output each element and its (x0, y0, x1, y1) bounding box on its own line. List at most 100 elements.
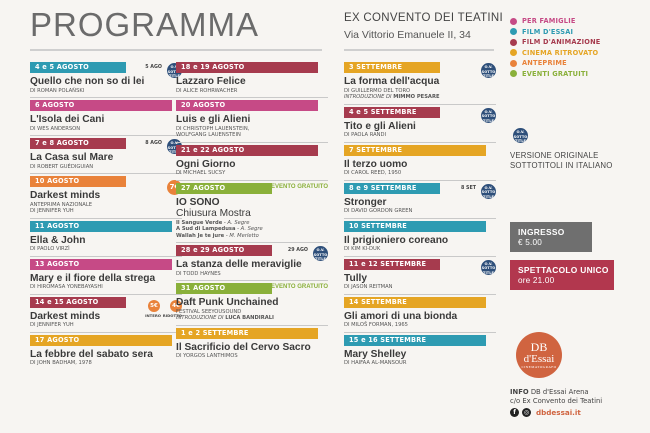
website-link[interactable]: dbdessai.it (536, 408, 581, 417)
program-entry: 4 e 5 AGOSTO 5 AGO O.V. SOTTO TITLE Quello ch… (30, 62, 182, 98)
date-band: 18 e 19 AGOSTO (176, 62, 318, 73)
film-title: Darkest minds (30, 190, 101, 201)
info-line-1: INFO DB d'Essai Arena (510, 388, 589, 396)
film-title: La febbre del sabato sera (30, 348, 153, 360)
program-entry: 28 e 29 AGOSTO 29 AGO O.V. SOTTO TITLE La sta… (176, 245, 328, 281)
date-band: 10 AGOSTO (30, 176, 127, 187)
date-band: 11 AGOSTO (30, 220, 172, 232)
film-director: DI ROMAN POLAŃSKI (30, 87, 85, 94)
legend-dot (510, 17, 517, 25)
date-band: 14 SETTEMBRE (344, 296, 486, 308)
legend-label: FILM D'ANIMAZIONE (522, 38, 601, 47)
instagram-icon[interactable]: ◎ (522, 408, 531, 417)
program-entry: 17 AGOSTO La febbre del sabato sera DI JOH… (30, 334, 182, 367)
program-entry: 14 e 15 AGOSTO 5€ 4€ INTERO RIDOTTO Darkest m… (30, 296, 182, 333)
program-entry: 20 AGOSTO Luis e gli Alieni DI CHRISTOPH L… (176, 100, 328, 143)
date-band: 11 e 12 SETTEMBRE (344, 258, 441, 270)
original-version-note: VERSIONE ORIGINALE SOTTOTITOLI IN ITALIA… (510, 151, 613, 171)
venue-name: EX CONVENTO DEI TEATINI (344, 12, 503, 24)
legend-item: PER FAMIGLIE (510, 16, 601, 27)
film-director: DI WES ANDERSON (30, 125, 81, 132)
single-show-date: 29 AGO (287, 248, 308, 253)
program-entry: 1 e 2 SETTEMBRE Il Sacrificio del Cervo S… (176, 327, 328, 360)
entry-divider (30, 97, 182, 98)
film-director: DI YORGOS LANTHIMOS (176, 353, 238, 359)
date-band: 4 e 5 AGOSTO (30, 62, 127, 73)
date-band: 7 e 8 AGOSTO (30, 138, 127, 149)
entry-divider (344, 103, 496, 105)
program-entry: 6 AGOSTO L'Isola dei Cani DI WES ANDERSON (30, 100, 182, 136)
date-band: 17 AGOSTO (30, 334, 172, 346)
entry-divider (344, 179, 496, 181)
vo-line-2: SOTTOTITOLI IN ITALIANO (510, 161, 613, 170)
entry-divider (30, 293, 182, 295)
legend-label: FILM D'ESSAI (522, 27, 574, 36)
film-director: DI KIM KI-DUK (344, 246, 381, 252)
program-entry: 7 SETTEMBRE Il terzo uomo DI CAROL REED, 1… (344, 144, 496, 181)
single-show-date: 8 SET (460, 185, 476, 191)
entry-divider (344, 141, 496, 143)
film-director: DI DAVID GORDON GREEN (344, 208, 413, 214)
entry-divider (344, 293, 496, 295)
entry-divider (30, 217, 182, 219)
film-director: DI PAOLO VIRZÌ (30, 246, 70, 252)
film-title: Stronger (344, 196, 387, 208)
venue-divider (344, 49, 494, 51)
introduction-note: INTRODUZIONE DI MIMMO PESARE (344, 94, 440, 100)
film-director: ANTEPRIMA NAZIONALE (30, 201, 93, 208)
legend-item: CINEMA RITROVATO (510, 48, 601, 59)
film-title: La stanza delle meraviglie (176, 259, 302, 270)
program-entry: 10 AGOSTO 7€ Darkest minds ANTEPRIMA NAZION… (30, 176, 182, 219)
original-version-badge: O.V. SOTTO TITLE (481, 107, 496, 123)
film-director: DI JOHN BADHAM, 1978 (30, 360, 92, 366)
program-column-3: 3 SETTEMBRE O.V. SOTTO TITLE La forma dell'a… (344, 62, 496, 367)
legend-item: FILM D'ANIMAZIONE (510, 37, 601, 48)
legend-dot (510, 28, 517, 36)
film-title: Luis e gli Alieni (176, 114, 251, 125)
date-band: 3 SETTEMBRE (344, 62, 441, 73)
film-director: DI HIROMASA YONEBAYASHI (30, 284, 103, 290)
program-column-1: 4 e 5 AGOSTO 5 AGO O.V. SOTTO TITLE Quello ch… (30, 62, 182, 367)
film-title: L'Isola dei Cani (30, 114, 105, 125)
film-title: La Casa sul Mare (30, 152, 114, 163)
film-director: DI CHRISTOPH LAUENSTEIN, (176, 125, 250, 132)
film-director-2: DI JENNIFER YUH (30, 208, 74, 214)
date-band: 8 e 9 SETTEMBRE (344, 182, 441, 194)
introduction-note: INTRODUZIONE DI LUCA BANDIRALI (176, 315, 274, 321)
entry-divider (30, 255, 182, 257)
date-band: 20 AGOSTO (176, 100, 318, 111)
date-band: 7 SETTEMBRE (344, 144, 486, 156)
db-dessai-logo: DB d'Essai CINEMATOGRAFO (516, 332, 562, 378)
film-title: Mary e il fiore della strega (30, 272, 156, 284)
date-band: 4 e 5 SETTEMBRE (344, 106, 441, 118)
film-title: Il terzo uomo (344, 158, 408, 170)
entry-divider (344, 255, 496, 257)
ingresso-label: INGRESSO (518, 227, 565, 237)
vo-line-1: VERSIONE ORIGINALE (510, 151, 599, 160)
film-title: Darkest minds (30, 310, 101, 322)
film-title: Il Sacrificio del Cervo Sacro (176, 341, 311, 353)
film-director: DI GUILLERMO DEL TORO (344, 87, 411, 94)
program-entry: 14 SETTEMBRE Gli amori di una bionda DI MI… (344, 296, 496, 333)
ingresso-price: € 5.00 (518, 238, 542, 247)
spettacolo-label: SPETTACOLO UNICO (518, 265, 609, 275)
program-entry: 13 AGOSTO Mary e il fiore della strega DI … (30, 258, 182, 295)
film-title: Ella & John (30, 234, 86, 246)
date-band: 21 e 22 AGOSTO (176, 144, 318, 156)
facebook-icon[interactable]: f (510, 408, 519, 417)
entry-divider (344, 217, 496, 219)
entry-divider (176, 97, 328, 98)
film-title: Mary Shelley (344, 348, 407, 360)
program-entry: 18 e 19 AGOSTO Lazzaro Felice DI ALICE ROH… (176, 62, 328, 98)
film-title: Daft Punk Unchained (176, 297, 279, 308)
film-director: DI JENNIFER YUH (30, 322, 74, 328)
film-director: FESTIVAL SEEYOUSOUND (176, 308, 242, 315)
legend-label: PER FAMIGLIE (522, 17, 576, 26)
film-title: Lazzaro Felice (176, 76, 246, 87)
legend-label: CINEMA RITROVATO (522, 48, 599, 57)
film-director: DI HAIFAA AL-MANSOUR (344, 360, 407, 366)
program-entry: 31 AGOSTO EVENTO GRATUITO Daft Punk Unchai… (176, 283, 328, 326)
program-entry: 21 e 22 AGOSTO Ogni Giorno DI MICHAEL SUCS… (176, 144, 328, 181)
short-film: Wallah Je te jure - M. Merletto (176, 232, 259, 239)
date-band: 31 AGOSTO (176, 283, 273, 294)
